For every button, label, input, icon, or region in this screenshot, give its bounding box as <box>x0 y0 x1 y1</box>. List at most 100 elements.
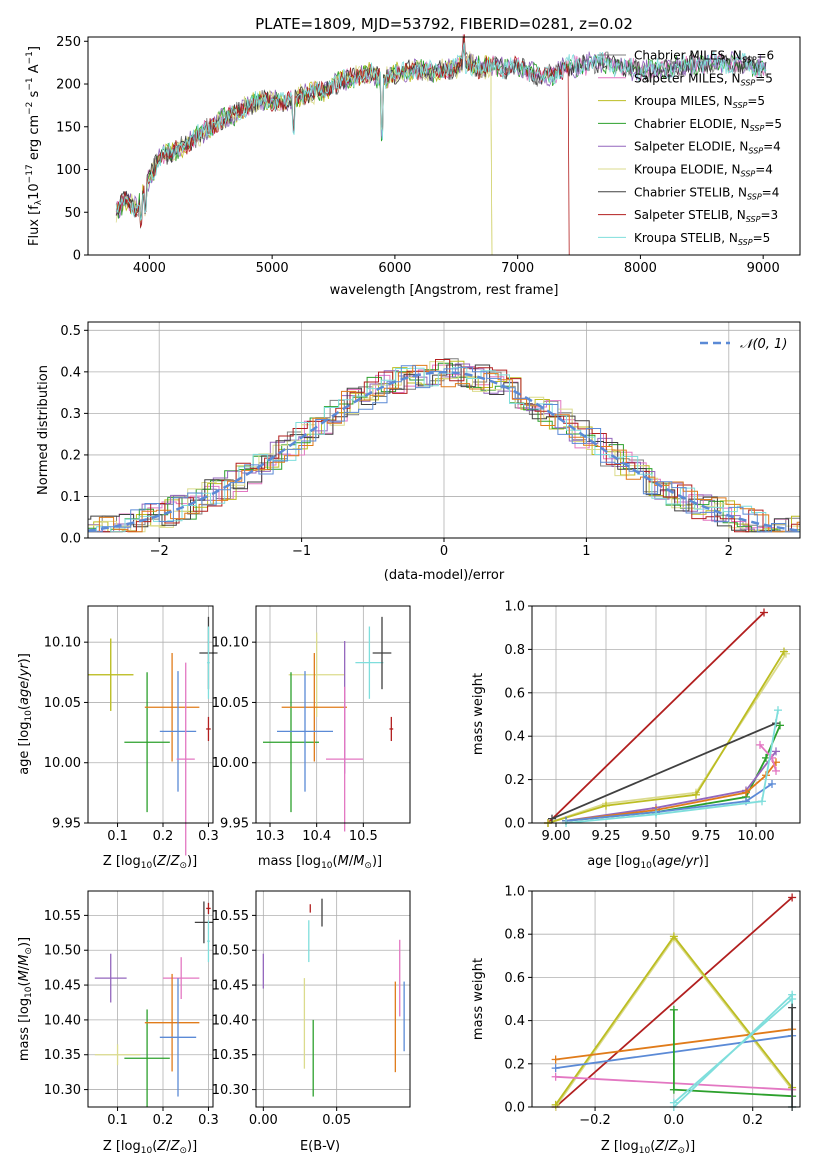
error-bar-point <box>159 671 197 792</box>
residuals-x-ticks: −2 −1 0 1 2 <box>150 538 733 559</box>
y-tick-label: 0.5 <box>60 324 81 339</box>
legend-label: Chabrier STELIB, NSSP=4 <box>634 185 779 201</box>
spectrum-y-label: Flux [fλ10−17 erg cm−2 s−1 A−1] <box>25 46 44 246</box>
mass-vs-metallicity-panel: 0.1 0.2 0.3 10.30 10.35 10.40 10.45 10.50 10.55 <box>44 890 219 1128</box>
y-tick-label: 0.4 <box>60 365 81 380</box>
y-tick-label: 0.8 <box>504 928 525 943</box>
weight-vs-age-x-label: age [log10(age/yr)] <box>587 854 709 871</box>
x-tick-label: 0.1 <box>107 1113 128 1128</box>
y-tick-label: 0.2 <box>504 1057 525 1072</box>
weight-vs-metallicity-x-label: Z [log10(Z/Z⊙)] <box>601 1139 695 1156</box>
age-vs-metallicity-y-label: age [log10(age/yr)] <box>17 653 34 775</box>
x-tick-label: 0.3 <box>198 1113 219 1128</box>
error-bar-point <box>206 716 211 742</box>
y-tick-label: 10.45 <box>44 979 81 994</box>
y-tick-label: 50 <box>64 206 81 221</box>
y-tick-label: 10.50 <box>44 944 81 959</box>
error-bar-point <box>94 1044 141 1066</box>
y-tick-label: 10.05 <box>44 696 81 711</box>
error-bar-point <box>263 672 319 813</box>
y-tick-label: 10.30 <box>44 1083 81 1098</box>
y-tick-label: 1.0 <box>504 600 525 615</box>
mass-vs-metallicity-y-label: mass [log10(M/M⊙)] <box>17 937 34 1061</box>
spectrum-y-ticks: 0 50 100 150 200 250 <box>56 35 88 264</box>
y-tick-label: 250 <box>56 35 81 50</box>
residuals-histogram <box>88 367 800 533</box>
spectrum-series-line <box>115 42 767 221</box>
y-tick-label: 10.55 <box>44 909 81 924</box>
spectrum-series-lines <box>115 34 767 256</box>
x-tick-label: 0.2 <box>153 829 174 844</box>
residuals-legend-label: 𝒩(0, 1) <box>740 337 787 352</box>
y-tick-label: 0.1 <box>60 490 81 505</box>
axes-frame <box>87 605 214 824</box>
y-tick-label: 10.35 <box>44 1048 81 1063</box>
y-tick-label: 150 <box>56 120 81 135</box>
figure-title: PLATE=1809, MJD=53792, FIBERID=0281, z=0… <box>255 15 633 33</box>
x-tick-label: 10.3 <box>256 829 285 844</box>
legend-label: Kroupa MILES, NSSP=5 <box>634 94 765 110</box>
y-tick-label: 0.2 <box>60 448 81 463</box>
x-tick-label: 0.05 <box>322 1113 351 1128</box>
axes-frame <box>87 890 214 1108</box>
y-tick-label: 10.35 <box>212 1048 249 1063</box>
error-bar-point <box>194 901 213 944</box>
y-tick-label: 0.3 <box>60 407 81 422</box>
y-tick-label: 200 <box>56 78 81 93</box>
x-tick-label: 0.00 <box>249 1113 278 1128</box>
weight-series <box>756 740 780 775</box>
y-tick-label: 10.40 <box>44 1013 81 1028</box>
weight-vs-age-y-label: mass weight <box>471 673 486 755</box>
y-tick-label: 0.8 <box>504 643 525 658</box>
spectrum-panel: Chabrier MILES, NSSP=6 Salpeter MILES, NS… <box>25 34 801 298</box>
y-tick-label: 0.4 <box>504 730 525 745</box>
y-tick-label: 10.05 <box>212 696 249 711</box>
y-tick-label: 10.00 <box>212 756 249 771</box>
x-tick-label: −1 <box>292 544 311 559</box>
error-bar-point <box>124 672 170 813</box>
residuals-legend: 𝒩(0, 1) <box>700 337 787 352</box>
axes-frame <box>531 890 801 1108</box>
residuals-histogram <box>88 365 800 533</box>
error-bar-point <box>281 653 347 762</box>
y-tick-label: 9.95 <box>220 817 249 832</box>
x-tick-label: 0.0 <box>664 1113 685 1128</box>
error-bar-point <box>94 953 127 1003</box>
weight-line <box>547 611 765 824</box>
y-tick-label: 0.4 <box>504 1014 525 1029</box>
axes-frame <box>255 890 411 1108</box>
residuals-x-label: (data-model)/error <box>384 568 505 583</box>
y-tick-label: 0.0 <box>60 532 81 547</box>
residuals-histogram <box>88 364 800 533</box>
residuals-y-ticks: 0.0 0.1 0.2 0.3 0.4 0.5 <box>60 324 88 547</box>
spectrum-x-label: wavelength [Angstrom, rest frame] <box>330 283 559 298</box>
legend-label: Chabrier MILES, NSSP=6 <box>634 49 774 65</box>
y-tick-label: 10.00 <box>44 756 81 771</box>
weight-line <box>555 896 793 1108</box>
legend-label: Chabrier ELODIE, NSSP=5 <box>634 117 782 133</box>
x-tick-label: 7000 <box>501 261 534 276</box>
y-tick-label: 0.0 <box>504 1101 525 1116</box>
y-tick-label: 0.2 <box>504 773 525 788</box>
x-tick-label: 0.2 <box>742 1113 763 1128</box>
age-vs-metallicity-x-label: Z [log10(Z/Z⊙)] <box>103 854 197 871</box>
error-bar-point <box>288 632 345 717</box>
y-tick-label: 100 <box>56 163 81 178</box>
y-tick-label: 10.55 <box>212 909 249 924</box>
x-tick-label: 10.4 <box>302 829 331 844</box>
residuals-histogram <box>88 361 800 533</box>
mass-vs-metallicity-x-label: Z [log10(Z/Z⊙)] <box>103 1139 197 1156</box>
spectrum-axes-frame <box>87 36 801 256</box>
error-bar-point <box>124 1009 170 1107</box>
weight-line <box>565 710 779 824</box>
x-tick-label: −0.2 <box>579 1113 611 1128</box>
y-tick-label: 0.0 <box>504 817 525 832</box>
weight-vs-metallicity-y-label: mass weight <box>471 958 486 1040</box>
weight-line <box>551 722 777 820</box>
error-bar-point <box>207 626 210 699</box>
x-tick-label: 1 <box>582 544 590 559</box>
axes-frame <box>531 605 801 824</box>
y-tick-label: 10.50 <box>212 944 249 959</box>
error-bar-point <box>159 978 197 1097</box>
residuals-y-label: Normed distribution <box>36 365 51 495</box>
